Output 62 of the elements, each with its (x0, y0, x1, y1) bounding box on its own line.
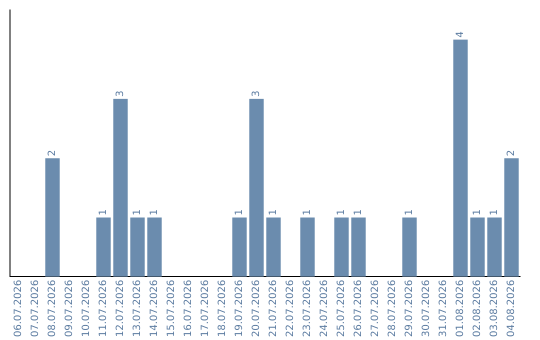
x-tick-label: 09.07.2026 (64, 280, 76, 338)
x-tick-label: 27.07.2026 (370, 280, 382, 338)
data-label: 1 (132, 209, 144, 216)
data-label: 4 (455, 31, 466, 38)
x-tick-label: 19.07.2026 (234, 280, 246, 338)
data-label: 3 (115, 90, 126, 97)
data-label: 1 (472, 209, 484, 216)
data-label: 1 (353, 209, 364, 216)
bar (453, 40, 468, 277)
bar (96, 217, 111, 277)
data-label: 1 (336, 209, 348, 216)
bar (113, 98, 128, 277)
bar (130, 217, 145, 277)
bar (266, 217, 281, 277)
x-tick-label: 28.07.2026 (387, 280, 398, 338)
bar (487, 217, 502, 277)
data-label: 2 (506, 150, 518, 156)
x-tick-label: 26.07.2026 (353, 280, 364, 338)
x-tick-label: 17.07.2026 (200, 280, 212, 338)
x-tick-label: 10.07.2026 (81, 280, 92, 338)
x-tick-label: 20.07.2026 (251, 280, 262, 338)
data-label: 3 (251, 90, 262, 97)
data-label: 1 (234, 209, 246, 216)
bar (334, 217, 349, 277)
x-tick-label: 04.08.2026 (506, 280, 518, 338)
bar (45, 158, 60, 277)
bar (147, 217, 162, 277)
x-tick-label: 11.07.2026 (98, 280, 110, 338)
data-label: 1 (404, 209, 416, 216)
bar (300, 217, 315, 277)
x-tick-label: 24.07.2026 (319, 280, 330, 338)
x-tick-label: 13.07.2026 (132, 280, 144, 338)
x-tick-label: 22.07.2026 (285, 280, 296, 338)
bar (504, 158, 519, 277)
bar (470, 217, 485, 277)
x-tick-label: 25.07.2026 (336, 280, 348, 338)
x-tick-label: 12.07.2026 (115, 280, 126, 338)
data-label: 2 (47, 150, 58, 156)
x-tick-label: 08.07.2026 (47, 280, 58, 338)
x-tick-label: 29.07.2026 (404, 280, 416, 338)
x-tick-label: 23.07.2026 (302, 280, 314, 338)
data-label: 1 (489, 209, 500, 216)
x-tick-label: 18.07.2026 (217, 280, 228, 338)
x-tick-label: 15.07.2026 (166, 280, 178, 338)
x-tick-label: 02.08.2026 (472, 280, 484, 338)
x-tick-label: 03.08.2026 (489, 280, 500, 338)
bar (232, 217, 247, 277)
data-label: 1 (302, 209, 314, 216)
bar (351, 217, 366, 277)
x-tick-label: 06.07.2026 (13, 280, 24, 338)
data-label: 1 (268, 209, 280, 216)
bar (249, 98, 264, 277)
bar (402, 217, 417, 277)
x-tick-label: 30.07.2026 (421, 280, 432, 338)
x-tick-label: 01.08.2026 (455, 280, 466, 338)
x-tick-label: 14.07.2026 (149, 280, 160, 338)
data-label: 1 (149, 209, 160, 216)
data-label: 1 (98, 209, 110, 216)
x-tick-label: 21.07.2026 (268, 280, 280, 338)
x-tick-label: 31.07.2026 (438, 280, 450, 338)
x-tick-label: 16.07.2026 (183, 280, 194, 338)
x-tick-label: 07.07.2026 (30, 280, 42, 338)
